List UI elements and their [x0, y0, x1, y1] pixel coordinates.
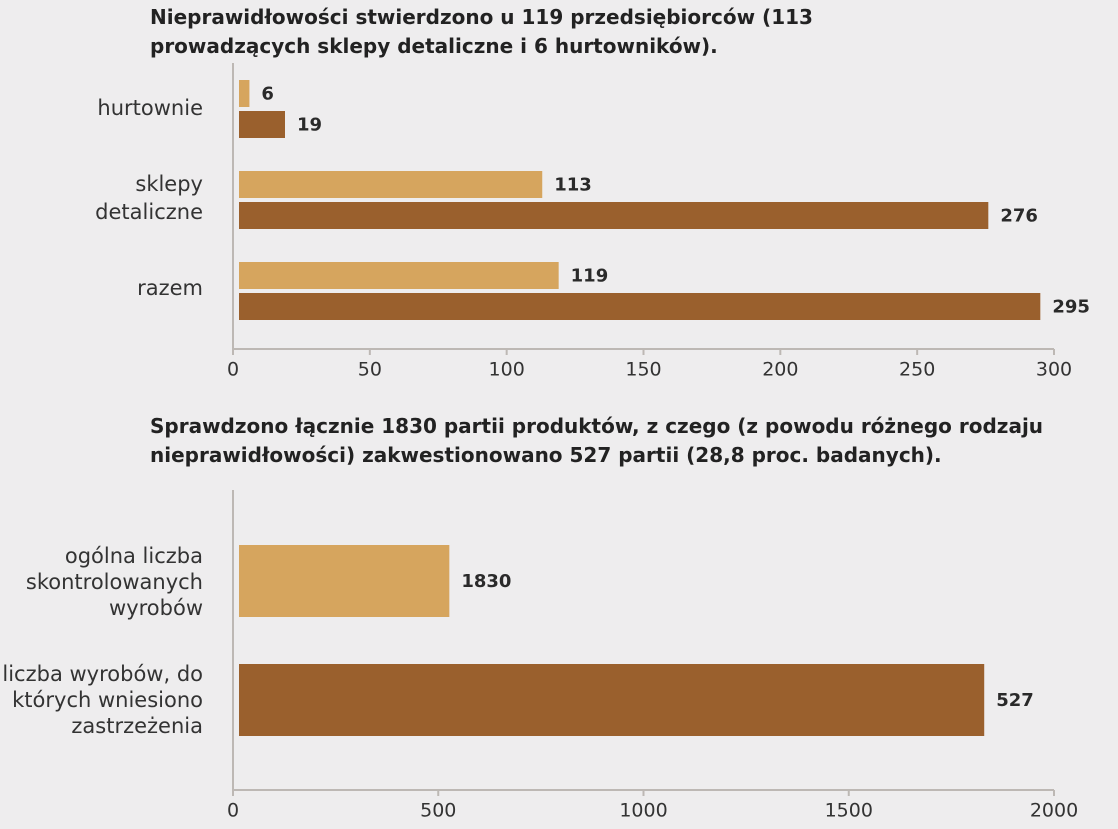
chart-1-tick-label: 0	[227, 359, 239, 381]
chart-2-plot: 0 500 1000 1500 2000 ogólna liczbaskontrolowa…	[2, 490, 1078, 822]
chart-2-category-label: skontrolowanych	[26, 570, 203, 594]
chart-1-title-line-1: Nieprawidłowości stwierdzono u 119 przed…	[150, 5, 813, 29]
chart-1-bar-light	[239, 262, 559, 289]
chart-1-title-line-2: prowadzących sklepy detaliczne i 6 hurto…	[150, 34, 718, 58]
chart-1-plot: 0 50 100 150 200 250 300 hurtownie 6 19 sklepy deta…	[95, 63, 1090, 381]
chart-1-category-label: detaliczne	[95, 200, 203, 224]
chart-2-category-label: ogólna liczba	[65, 544, 203, 568]
chart-1-tick-label: 150	[625, 359, 661, 381]
chart-1-value-label: 276	[1000, 206, 1038, 227]
chart-2-tick-label: 2000	[1030, 800, 1078, 822]
chart-2-title: Sprawdzono łącznie 1830 partii produktów…	[150, 412, 1043, 470]
chart-2-category-label: których wniesiono	[12, 688, 203, 712]
chart-1-tick-label: 100	[489, 359, 525, 381]
chart-1-value-label: 119	[571, 266, 609, 287]
chart-1-tick-label: 250	[899, 359, 935, 381]
chart-1-value-label: 295	[1052, 297, 1090, 318]
chart-1-value-label: 19	[297, 115, 322, 136]
chart-1-category-label: sklepy	[135, 172, 203, 196]
chart-2-bar-dark	[239, 664, 985, 736]
chart-2-value-label: 1830	[461, 571, 511, 592]
chart-1-category-label: hurtownie	[97, 96, 203, 120]
chart-1-value-label: 6	[261, 84, 274, 105]
chart-1-bar-dark	[239, 293, 1041, 320]
chart-1-bar-dark	[239, 111, 285, 138]
chart-2-title-line-2: nieprawidłowości) zakwestionowano 527 pa…	[150, 443, 942, 467]
chart-2-tick-label: 0	[227, 800, 239, 822]
chart-2-tick-label: 1000	[619, 800, 667, 822]
chart-1-tick-label: 300	[1036, 359, 1072, 381]
chart-1-bar-light	[239, 80, 250, 107]
chart-1-tick-label: 50	[358, 359, 382, 381]
chart-2-title-line-1: Sprawdzono łącznie 1830 partii produktów…	[150, 414, 1044, 438]
chart-2-category-label: zastrzeżenia	[71, 714, 203, 738]
chart-2-category-label: wyrobów	[109, 596, 203, 620]
chart-2-tick-label: 500	[420, 800, 456, 822]
chart-2-value-label: 527	[996, 690, 1034, 711]
chart-2-bar-light	[239, 545, 450, 617]
chart-2-category-label: liczba wyrobów, do	[2, 662, 203, 686]
chart-1-tick-label: 200	[762, 359, 798, 381]
chart-1-category-label: razem	[137, 276, 203, 300]
chart-1-bar-dark	[239, 202, 989, 229]
chart-1-value-label: 113	[554, 175, 592, 196]
chart-1-title: Nieprawidłowości stwierdzono u 119 przed…	[150, 3, 813, 61]
chart-2-tick-label: 1500	[825, 800, 873, 822]
chart-1-bar-light	[239, 171, 543, 198]
